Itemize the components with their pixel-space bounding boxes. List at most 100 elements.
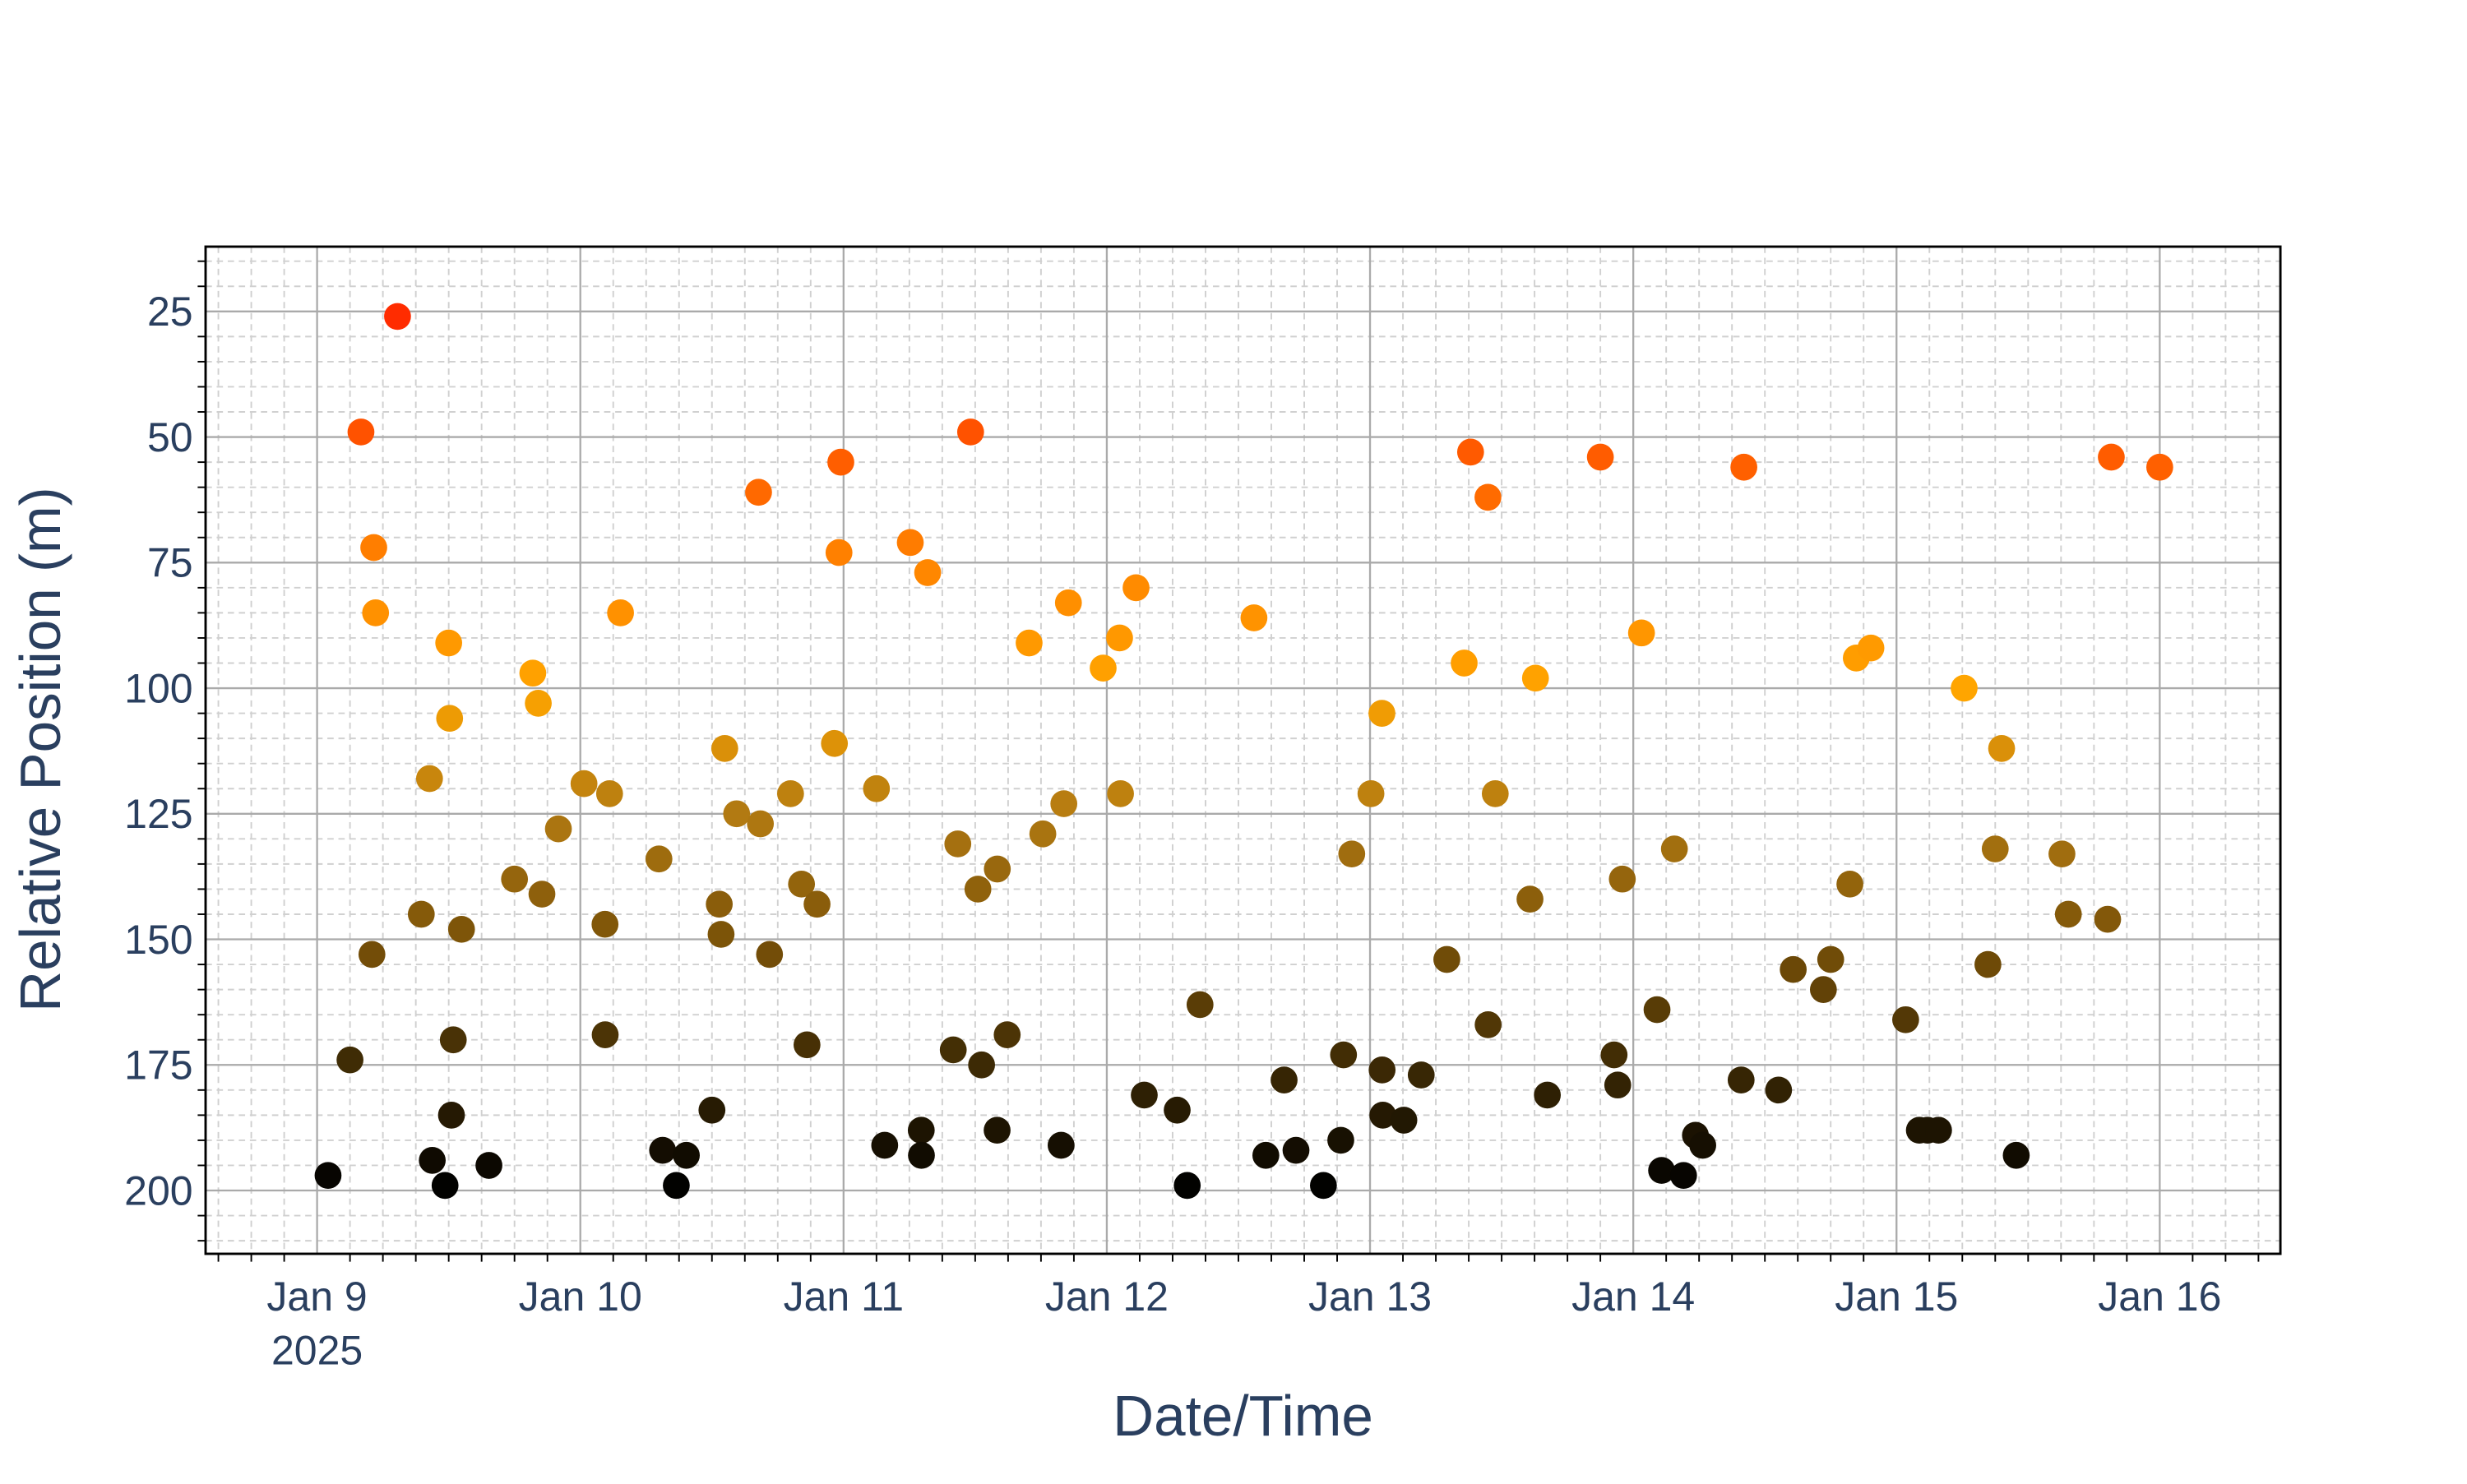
- point: [1765, 1076, 1793, 1104]
- point: [2094, 905, 2122, 933]
- point: [1988, 735, 2016, 762]
- point: [968, 1051, 995, 1079]
- point: [431, 1172, 459, 1200]
- point: [1660, 835, 1688, 862]
- point: [984, 1116, 1011, 1144]
- point: [347, 418, 375, 446]
- point: [1474, 483, 1502, 511]
- point: [1730, 453, 1757, 481]
- point: [591, 1021, 619, 1048]
- point: [1240, 604, 1268, 631]
- point: [896, 529, 924, 557]
- point: [964, 876, 992, 903]
- point: [1689, 1131, 1716, 1159]
- point: [663, 1172, 690, 1200]
- point: [1050, 790, 1078, 817]
- point: [419, 1147, 446, 1174]
- point: [825, 539, 853, 566]
- x-tick-label: Jan 16: [2098, 1274, 2221, 1320]
- point: [1780, 955, 1807, 983]
- point: [745, 478, 772, 506]
- point: [591, 910, 619, 938]
- plot-border: [204, 245, 2282, 1255]
- y-tick-label: 100: [124, 665, 192, 711]
- point: [415, 765, 443, 793]
- point: [908, 1141, 935, 1169]
- point: [794, 1031, 821, 1059]
- point: [437, 1102, 465, 1129]
- point: [939, 1036, 967, 1064]
- point: [1451, 650, 1478, 677]
- point: [1107, 780, 1134, 807]
- point: [475, 1152, 502, 1179]
- point: [1669, 1162, 1697, 1190]
- y-tick-label: 200: [124, 1167, 192, 1214]
- point: [595, 780, 623, 807]
- y-tick-label: 25: [147, 289, 193, 335]
- point: [1892, 1006, 1919, 1033]
- point: [707, 921, 735, 948]
- point: [821, 729, 849, 757]
- point: [1481, 780, 1509, 807]
- point: [956, 418, 984, 446]
- point: [1310, 1172, 1337, 1200]
- point: [1516, 885, 1544, 913]
- point: [1817, 945, 1844, 973]
- point: [1131, 1081, 1158, 1109]
- x-tick-label: Jan 10: [519, 1274, 642, 1320]
- point: [673, 1141, 700, 1169]
- point: [1600, 1041, 1628, 1069]
- point: [1327, 1126, 1354, 1154]
- x-tick-label: Jan 15: [1835, 1274, 1958, 1320]
- point: [993, 1021, 1021, 1048]
- point: [1534, 1081, 1562, 1109]
- point: [756, 941, 784, 969]
- point: [384, 303, 411, 331]
- point: [863, 774, 891, 802]
- point: [525, 690, 552, 717]
- point: [336, 1046, 363, 1074]
- x-tick-label: Jan 9: [266, 1274, 367, 1320]
- point: [944, 830, 972, 858]
- point: [436, 705, 464, 733]
- point: [1369, 1102, 1396, 1129]
- point: [1604, 1071, 1632, 1099]
- point: [698, 1096, 726, 1124]
- grid: [197, 247, 2281, 1262]
- point: [1252, 1141, 1280, 1169]
- point: [570, 770, 598, 797]
- point: [1809, 976, 1837, 1003]
- x-tick-label: Jan 12: [1045, 1274, 1169, 1320]
- point: [827, 448, 854, 476]
- point: [2002, 1141, 2030, 1169]
- point: [1521, 664, 1549, 692]
- point: [1608, 865, 1636, 893]
- point: [1271, 1066, 1298, 1093]
- y-axis-title: Relative Position (m): [8, 487, 72, 1012]
- point: [1627, 619, 1655, 647]
- point: [1981, 835, 2009, 862]
- point: [2054, 900, 2082, 928]
- point: [777, 780, 804, 807]
- point: [1357, 780, 1385, 807]
- point: [1648, 1157, 1675, 1184]
- plot-area: [206, 247, 2281, 1254]
- point: [314, 1162, 342, 1190]
- point: [1106, 624, 1133, 652]
- point: [914, 559, 942, 586]
- y-tick-label: 50: [147, 414, 193, 460]
- point: [1016, 629, 1043, 657]
- point: [645, 845, 673, 873]
- point: [1951, 674, 1978, 702]
- point: [1474, 1011, 1502, 1038]
- x-tick-label: Jan 11: [784, 1274, 904, 1320]
- point: [1048, 1131, 1075, 1159]
- y-tick-label: 125: [124, 791, 192, 837]
- point: [747, 810, 775, 838]
- x-tick-year: 2025: [271, 1328, 363, 1374]
- point: [1186, 991, 1214, 1019]
- point: [1282, 1136, 1310, 1164]
- point: [1368, 1056, 1396, 1084]
